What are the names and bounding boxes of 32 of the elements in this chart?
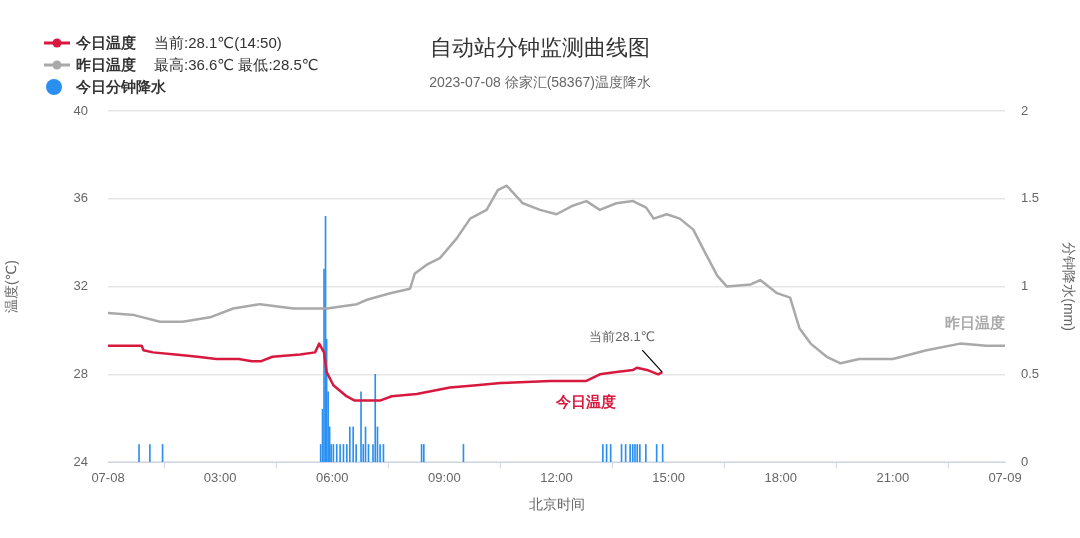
x-tick-label: 12:00 bbox=[540, 470, 573, 486]
x-tick-label: 21:00 bbox=[876, 470, 910, 486]
text: 昨日温度 bbox=[945, 314, 1005, 332]
x-tick-label: 03:00 bbox=[203, 470, 237, 486]
y-tick-label: 36 bbox=[73, 190, 88, 206]
y2-tick-label: 1.5 bbox=[1021, 190, 1040, 206]
y2-tick-label: 0 bbox=[1021, 453, 1029, 469]
legend-label: 今日温度 bbox=[76, 33, 136, 53]
y-tick-label: 28 bbox=[73, 365, 88, 381]
chart-subtitle: 2023-07-08 徐家汇(58367)温度降水 bbox=[429, 73, 651, 90]
x-tick-label: 07-08 bbox=[91, 470, 125, 486]
text: 今日温度 bbox=[556, 392, 617, 410]
y2-tick-label: 2 bbox=[1021, 102, 1029, 118]
text: 最高:36.6℃ 最低:28.5℃ bbox=[154, 55, 319, 75]
legend-label: 昨日温度 bbox=[76, 55, 136, 75]
x-tick-label: 18:00 bbox=[764, 470, 798, 486]
y-tick-label: 32 bbox=[73, 278, 88, 294]
text: 当前:28.1℃(14:50) bbox=[154, 33, 282, 53]
x-tick-label: 15:00 bbox=[652, 470, 685, 486]
x-tick-label: 09:00 bbox=[428, 470, 461, 486]
legend-label: 今日分钟降水 bbox=[76, 77, 166, 97]
y2-axis-title: 分钟降水(mm) bbox=[1060, 242, 1077, 331]
y-axis-title: 温度(℃) bbox=[3, 260, 20, 314]
x-axis-title: 北京时间 bbox=[528, 496, 585, 513]
y-tick-label: 40 bbox=[73, 102, 88, 118]
annotation: 当前28.1℃ bbox=[589, 329, 656, 345]
x-tick-label: 07-09 bbox=[988, 470, 1022, 486]
y2-tick-label: 0.5 bbox=[1021, 365, 1040, 381]
y-tick-label: 24 bbox=[73, 453, 88, 469]
x-tick-label: 06:00 bbox=[315, 470, 349, 486]
y2-tick-label: 1 bbox=[1021, 278, 1029, 294]
chart-title: 自动站分钟监测曲线图 bbox=[430, 35, 650, 61]
